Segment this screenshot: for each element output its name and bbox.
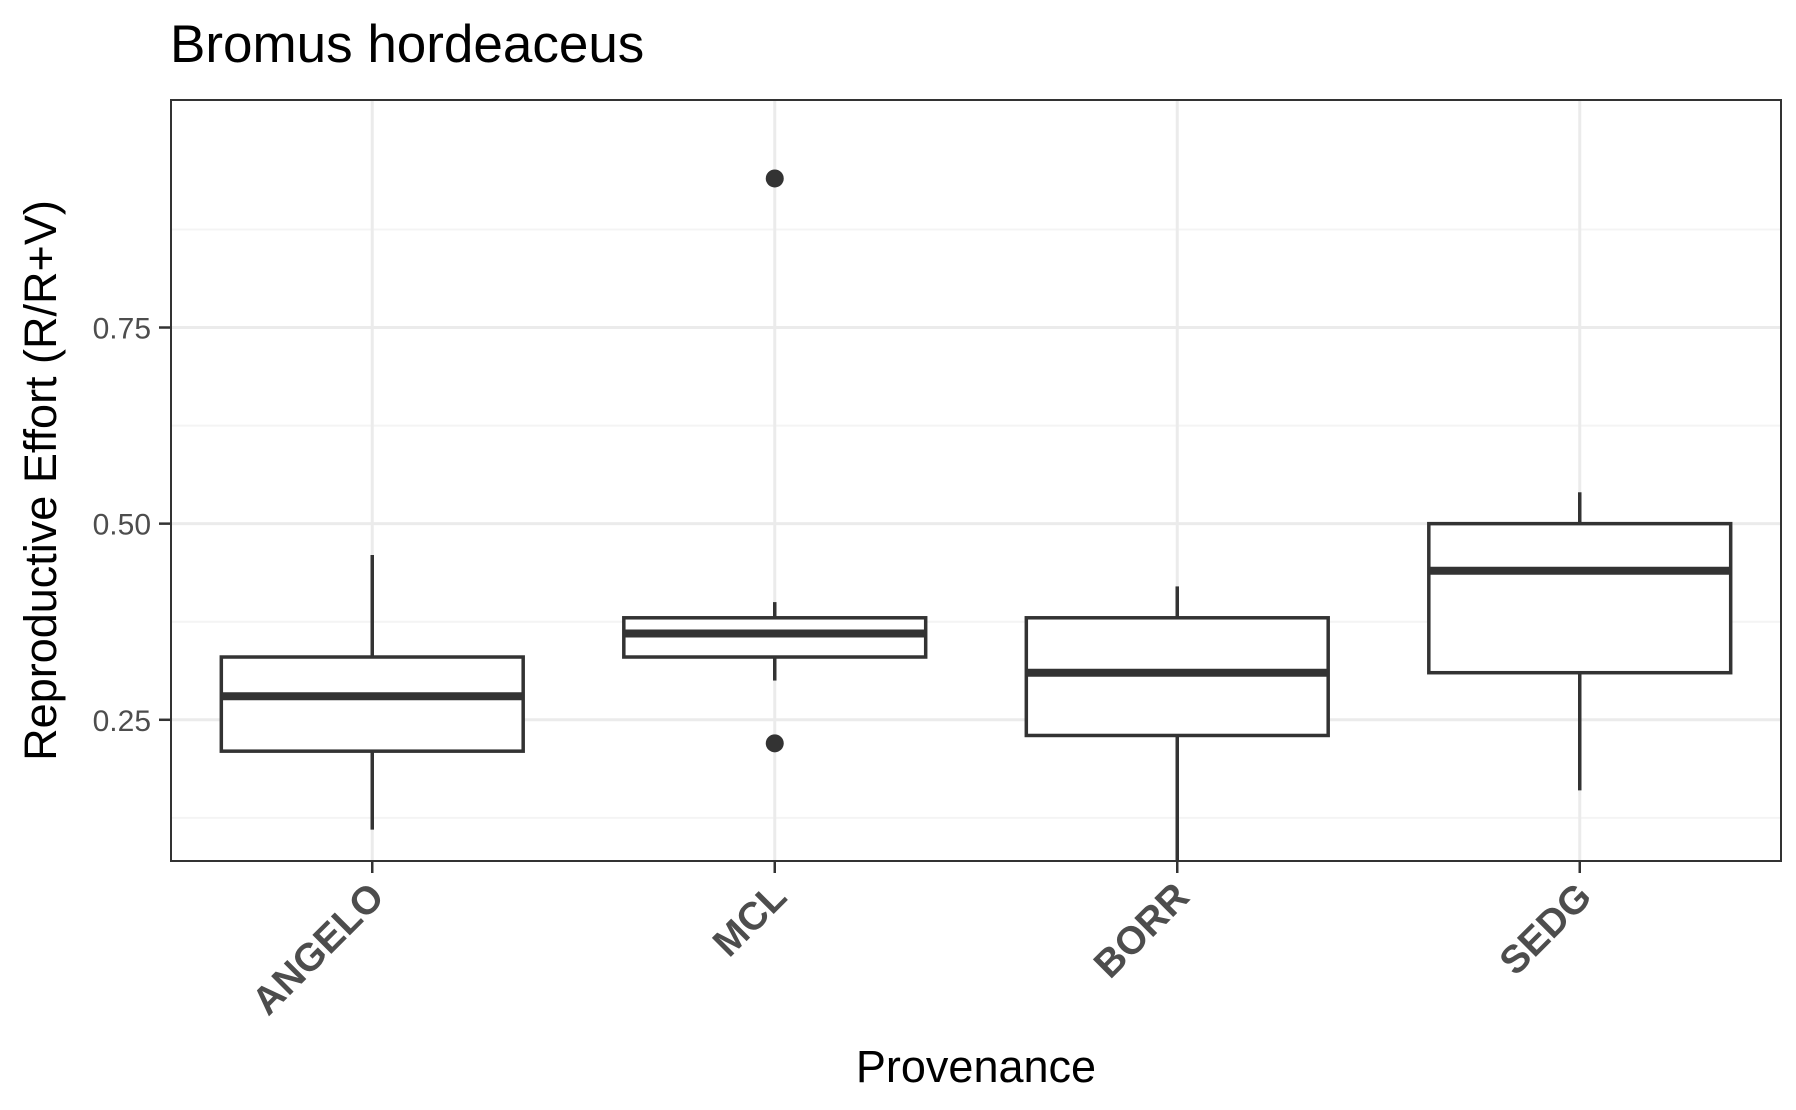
x-tick-label: SEDG	[1492, 875, 1601, 984]
x-tick-label: BORR	[1086, 875, 1198, 987]
x-tick-label: MCL	[705, 875, 795, 965]
panel-border	[170, 99, 1782, 862]
x-axis-title: Provenance	[856, 1041, 1096, 1092]
y-tick-label: 0.25	[93, 705, 151, 738]
box-iqr	[1427, 521, 1733, 675]
box-iqr	[219, 655, 525, 753]
chart-title: Bromus hordeaceus	[170, 15, 644, 74]
box-mcl	[622, 169, 928, 753]
box-layer	[219, 169, 1733, 861]
outlier-point	[765, 169, 784, 188]
x-tick-label: ANGELO	[244, 875, 392, 1023]
outlier-point	[765, 734, 784, 753]
y-axis-title: Reproductive Effort (R/R+V)	[15, 200, 66, 761]
y-tick-label: 0.50	[93, 509, 151, 542]
box-borr	[1024, 586, 1330, 861]
box-angelo	[219, 555, 525, 830]
y-tick-label: 0.75	[93, 313, 151, 346]
box-sedg	[1427, 492, 1733, 791]
